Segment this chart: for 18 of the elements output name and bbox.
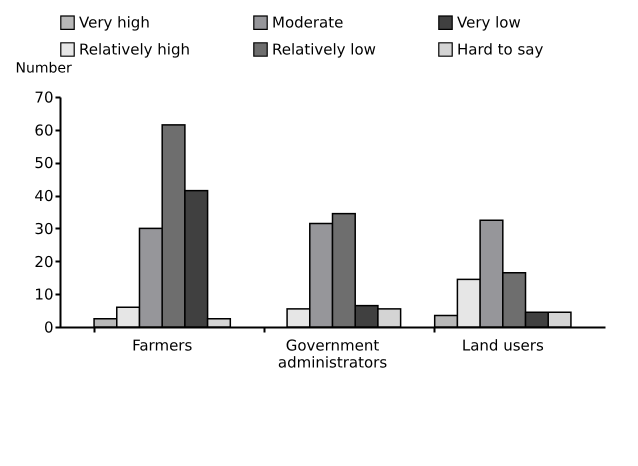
x-tick-label: Government administrators bbox=[278, 336, 388, 372]
y-tick-label: 20 bbox=[34, 252, 54, 271]
legend-label: Very high bbox=[79, 14, 150, 32]
y-tick-label: 70 bbox=[34, 88, 54, 106]
legend-label: Very low bbox=[457, 14, 521, 32]
y-tick-label: 10 bbox=[34, 286, 54, 304]
y-tick-label: 50 bbox=[34, 154, 54, 172]
x-tick-label: Farmers bbox=[132, 336, 192, 354]
y-tick-label: 40 bbox=[34, 187, 54, 206]
y-tick-label: 30 bbox=[34, 220, 54, 238]
legend-label: Relatively low bbox=[272, 40, 376, 58]
legend-label: Moderate bbox=[272, 14, 344, 32]
y-tick-label: 0 bbox=[44, 318, 54, 336]
y-axis-title: Number bbox=[16, 60, 72, 76]
legend-label: Relatively high bbox=[79, 40, 190, 58]
x-tick-label: Land users bbox=[462, 336, 544, 354]
y-tick-label: 60 bbox=[34, 121, 54, 140]
legend-label: Hard to say bbox=[457, 40, 544, 58]
